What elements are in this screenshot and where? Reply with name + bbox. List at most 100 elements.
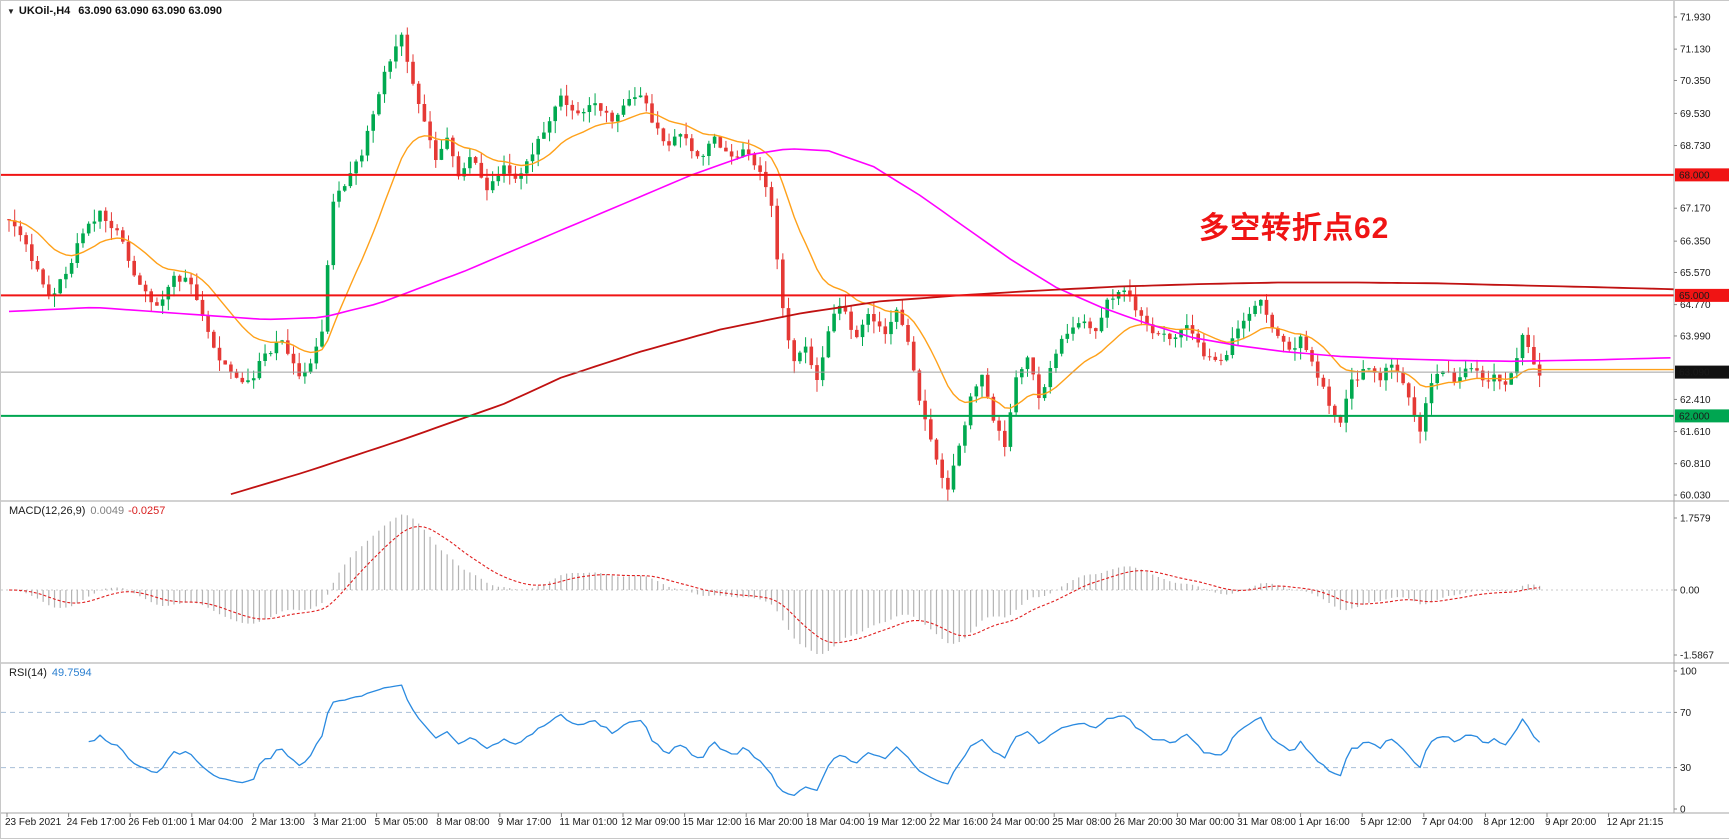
candle — [1441, 371, 1445, 374]
time-axis-label: 3 Mar 21:00 — [313, 817, 367, 828]
candle — [58, 279, 62, 294]
candle — [428, 121, 432, 141]
candle — [229, 364, 233, 372]
time-axis-label: 26 Mar 20:00 — [1114, 817, 1173, 828]
candle — [1515, 358, 1519, 374]
candle — [18, 226, 23, 236]
candle — [138, 275, 142, 285]
candle — [212, 331, 216, 348]
chart-header: ▼ UKOil-,H4 63.090 63.090 63.090 63.090 — [7, 5, 222, 17]
candle — [143, 284, 148, 292]
candle — [911, 341, 916, 371]
candle — [655, 122, 660, 129]
candle — [439, 148, 444, 160]
candle — [1253, 305, 1257, 314]
candle — [758, 165, 762, 172]
candle — [1150, 324, 1155, 334]
candle — [325, 265, 330, 332]
candle — [479, 162, 484, 178]
candle — [149, 291, 153, 303]
candle — [1247, 313, 1252, 321]
candle — [564, 95, 569, 105]
candle — [581, 112, 586, 114]
candle — [1321, 377, 1326, 387]
candle — [1207, 356, 1212, 358]
candle — [1310, 350, 1314, 362]
candle — [360, 155, 364, 162]
candle — [1202, 342, 1206, 357]
candle — [587, 105, 592, 112]
candle — [268, 353, 273, 355]
candle — [832, 313, 836, 332]
candle — [684, 134, 688, 139]
time-axis-label: 1 Apr 16:00 — [1299, 817, 1351, 828]
candle — [416, 83, 421, 104]
candle — [798, 352, 802, 362]
candle — [263, 353, 267, 361]
candle — [12, 220, 17, 227]
candle — [1025, 357, 1030, 370]
candle — [809, 346, 814, 366]
candle — [1480, 370, 1485, 381]
candle — [1406, 383, 1411, 398]
symbol-dropdown-icon[interactable]: ▼ — [7, 7, 15, 16]
candle — [1230, 338, 1235, 355]
macd-signal-line — [8, 525, 1540, 644]
candle — [695, 151, 700, 157]
candle — [223, 360, 227, 365]
candle — [1059, 338, 1064, 354]
rsi-axis-label: 100 — [1680, 667, 1697, 678]
price-axis-label: 71.930 — [1680, 13, 1711, 24]
candle — [644, 95, 649, 104]
ohlc-quotes: 63.090 63.090 63.090 63.090 — [78, 5, 223, 17]
macd-main-value: 0.0049 — [90, 505, 125, 517]
macd-axis-label: 1.7579 — [1680, 514, 1711, 525]
candle — [485, 177, 489, 191]
candle — [929, 419, 933, 440]
time-axis-label: 19 Mar 12:00 — [867, 817, 926, 828]
candle — [701, 155, 705, 157]
candle — [411, 61, 415, 84]
candle — [354, 161, 358, 174]
candle — [877, 321, 882, 327]
macd-signal-value: -0.0257 — [128, 505, 166, 517]
candle — [963, 425, 967, 446]
candle — [735, 156, 740, 158]
candle — [1173, 337, 1178, 339]
candle — [155, 302, 159, 306]
candle — [729, 151, 734, 157]
price-axis-label: 70.350 — [1680, 76, 1711, 87]
candle — [434, 140, 438, 160]
candle — [92, 221, 97, 224]
candle — [1264, 299, 1269, 315]
candle — [894, 309, 899, 322]
candle — [746, 149, 751, 155]
candle — [712, 136, 717, 144]
candle — [183, 277, 188, 282]
candle — [1185, 325, 1189, 330]
time-axis-label: 8 Apr 12:00 — [1483, 817, 1535, 828]
candle — [650, 103, 654, 123]
candle — [109, 220, 114, 229]
candle — [991, 396, 996, 421]
candle — [542, 132, 546, 139]
candle — [98, 210, 102, 222]
annotation-text[interactable]: 多空转折点62 — [1199, 212, 1390, 245]
candle — [1042, 387, 1047, 399]
price-axis-label: 67.170 — [1680, 204, 1711, 215]
candle — [166, 286, 171, 300]
candle — [621, 105, 626, 115]
candle — [1259, 299, 1263, 306]
time-axis-label: 1 Mar 04:00 — [190, 817, 244, 828]
candle — [1298, 336, 1303, 349]
candle — [280, 340, 284, 342]
candle — [456, 156, 461, 177]
candle — [593, 103, 597, 106]
time-axis-label: 8 Mar 08:00 — [436, 817, 490, 828]
candle — [1333, 405, 1337, 416]
rsi-axis-label: 0 — [1680, 805, 1686, 816]
candle — [1424, 403, 1428, 432]
candle — [177, 275, 182, 282]
candle — [1162, 333, 1166, 335]
